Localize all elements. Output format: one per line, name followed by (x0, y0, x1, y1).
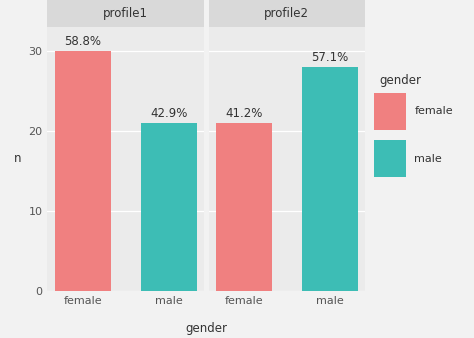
Text: gender: gender (379, 74, 421, 88)
Text: male: male (414, 154, 442, 164)
Text: profile2: profile2 (264, 7, 309, 20)
Text: 42.9%: 42.9% (150, 107, 187, 120)
Text: 57.1%: 57.1% (311, 51, 348, 64)
Text: 58.8%: 58.8% (64, 35, 101, 48)
Text: female: female (414, 106, 453, 116)
Bar (141, 123, 197, 291)
Text: gender: gender (185, 322, 227, 335)
Y-axis label: n: n (14, 152, 21, 165)
Text: 41.2%: 41.2% (225, 107, 263, 120)
FancyBboxPatch shape (374, 93, 406, 130)
Bar (55, 51, 110, 291)
Text: profile1: profile1 (103, 7, 148, 20)
FancyBboxPatch shape (374, 140, 406, 177)
Bar (302, 67, 358, 291)
Bar (216, 123, 272, 291)
